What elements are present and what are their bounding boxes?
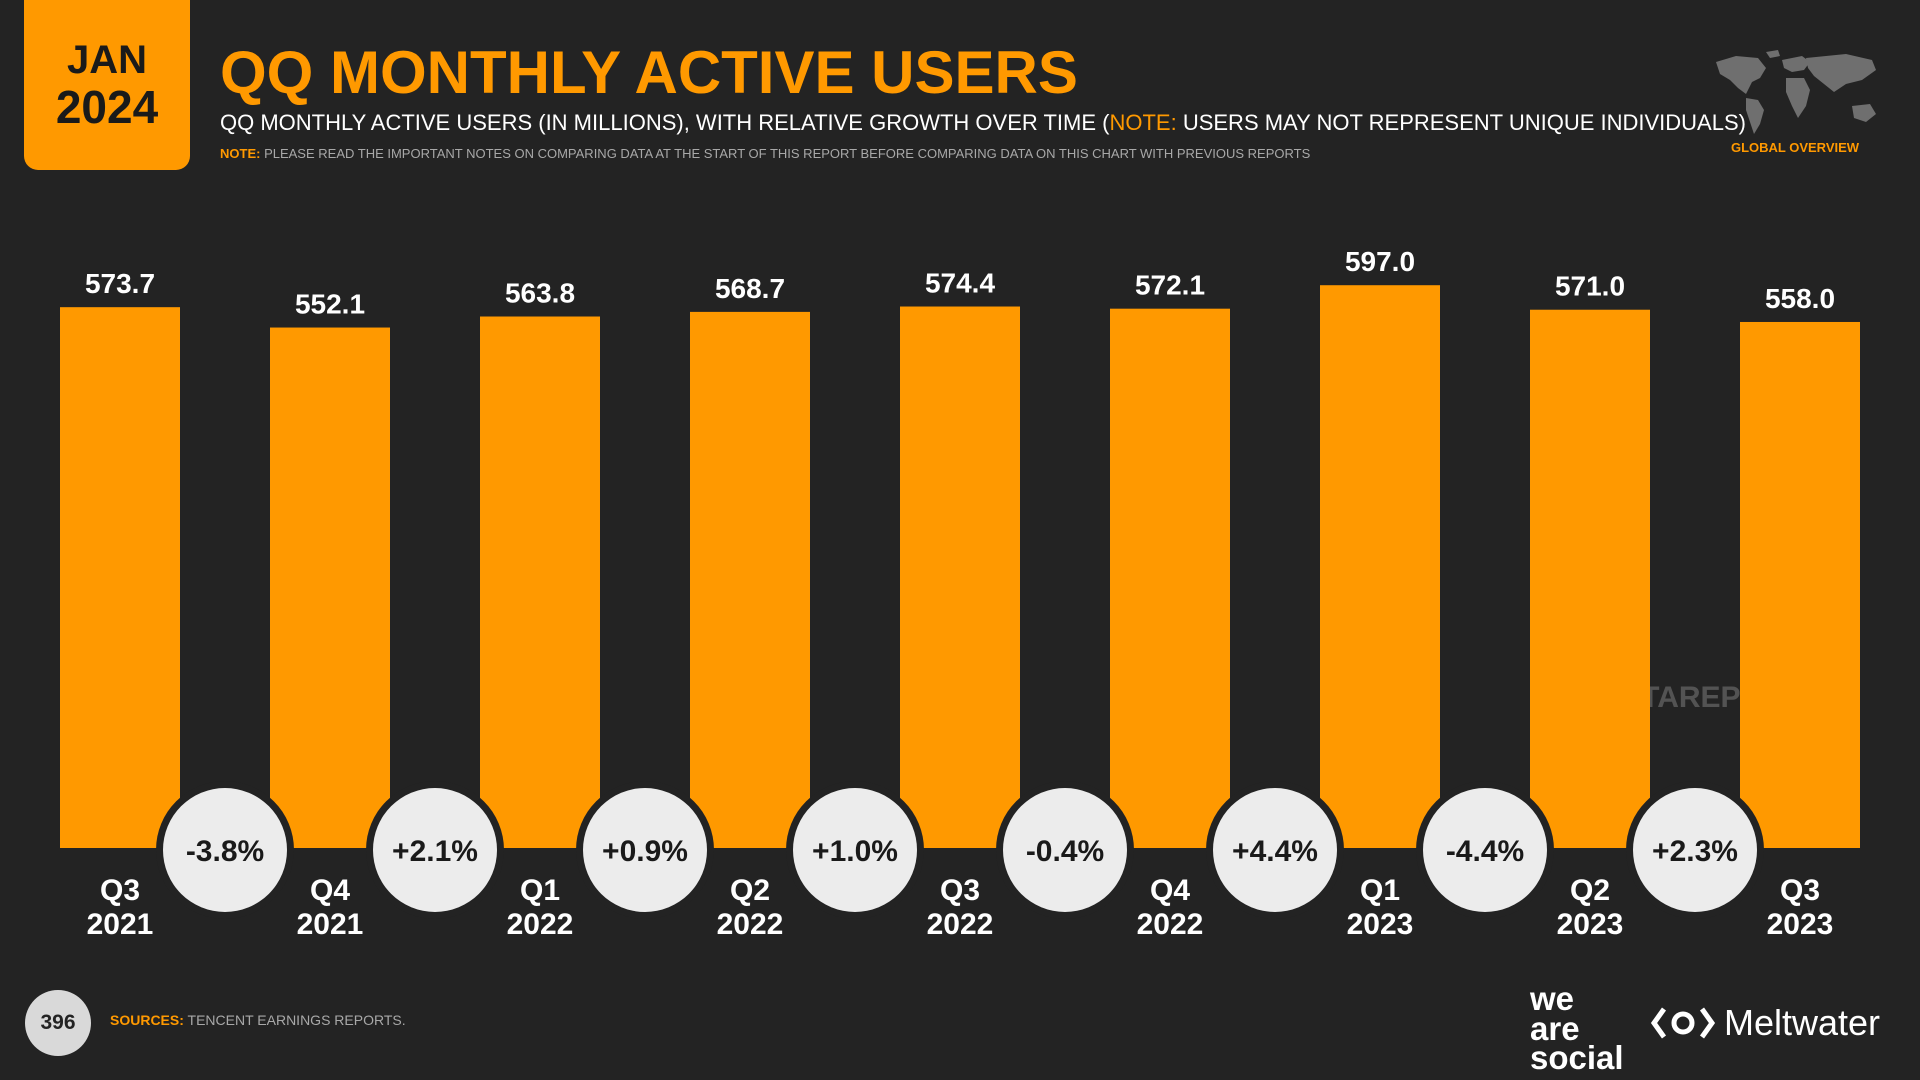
x-tick-label: 2022 (1137, 908, 1204, 941)
growth-bubble (1633, 788, 1757, 912)
growth-bubble (793, 788, 917, 912)
growth-label: +2.1% (392, 835, 478, 868)
bar (270, 327, 390, 848)
x-tick-label: 2022 (927, 908, 994, 941)
note-label: NOTE: (220, 146, 261, 161)
x-tick-label: Q3 (1780, 874, 1820, 907)
x-tick-label: 2021 (297, 908, 364, 941)
growth-bubble (373, 788, 497, 912)
subtitle-main: QQ MONTHLY ACTIVE USERS (IN MILLIONS), W… (220, 110, 1110, 135)
bar (480, 316, 600, 848)
sources: SOURCES: TENCENT EARNINGS REPORTS. (110, 1012, 406, 1028)
data-label: 597.0 (1345, 246, 1415, 277)
subtitle-note-text: USERS MAY NOT REPRESENT UNIQUE INDIVIDUA… (1176, 110, 1746, 135)
growth-bubble (1003, 788, 1127, 912)
data-label: 572.1 (1135, 270, 1205, 301)
brand-1-line1: we (1530, 980, 1575, 1017)
chart-subtitle: QQ MONTHLY ACTIVE USERS (IN MILLIONS), W… (220, 110, 1746, 136)
note-text: PLEASE READ THE IMPORTANT NOTES ON COMPA… (260, 146, 1311, 161)
data-label: 552.1 (295, 289, 365, 320)
x-tick-label: Q3 (100, 874, 140, 907)
comparison-note: NOTE: PLEASE READ THE IMPORTANT NOTES ON… (220, 146, 1310, 161)
x-tick-label: 2021 (87, 908, 154, 941)
section-label: GLOBAL OVERVIEW (1730, 140, 1860, 155)
bar (1530, 309, 1650, 849)
subtitle-note-label: NOTE: (1109, 110, 1177, 135)
meltwater-mark-icon (1650, 1007, 1716, 1039)
bar (900, 306, 1020, 848)
x-tick-label: 2023 (1557, 908, 1624, 941)
data-label: 571.0 (1555, 271, 1625, 302)
data-label: 568.7 (715, 273, 785, 304)
bar (1320, 285, 1440, 848)
growth-label: +0.9% (602, 835, 688, 868)
x-tick-label: 2023 (1347, 908, 1414, 941)
growth-bubble (583, 788, 707, 912)
sources-label: SOURCES: (110, 1012, 184, 1028)
bar (690, 311, 810, 849)
growth-label: -0.4% (1026, 835, 1104, 868)
world-map-icon (1716, 50, 1876, 134)
bar (60, 307, 180, 849)
we-are-social-logo: we are social (1530, 980, 1624, 1077)
x-tick-label: Q2 (1570, 874, 1610, 907)
x-tick-label: Q2 (730, 874, 770, 907)
x-tick-label: 2022 (507, 908, 574, 941)
x-tick-label: Q1 (520, 874, 560, 907)
x-tick-label: Q3 (940, 874, 980, 907)
sources-text: TENCENT EARNINGS REPORTS. (183, 1012, 406, 1028)
date-badge: JAN 2024 (24, 0, 190, 170)
data-label: 573.7 (85, 268, 155, 299)
bar (1740, 321, 1860, 848)
brand-1-line2: are (1530, 1009, 1580, 1047)
data-label: 558.0 (1765, 283, 1835, 314)
growth-label: -4.4% (1446, 835, 1524, 868)
growth-bubble (163, 788, 287, 912)
x-tick-label: 2022 (717, 908, 784, 941)
data-label: 574.4 (925, 268, 995, 299)
date-month: JAN (66, 38, 148, 82)
data-label: 563.8 (505, 278, 575, 309)
date-year: 2024 (55, 81, 159, 133)
page-title: QQ MONTHLY ACTIVE USERS (220, 39, 1078, 106)
brand-1-line3: social (1530, 1039, 1624, 1077)
growth-label: +1.0% (812, 835, 898, 868)
growth-label: -3.8% (186, 835, 264, 868)
page-number: 396 (25, 990, 91, 1056)
brand-2-text: Meltwater (1724, 1002, 1881, 1043)
x-tick-label: Q4 (1150, 874, 1190, 907)
x-tick-label: 2023 (1767, 908, 1834, 941)
growth-bubble (1423, 788, 1547, 912)
growth-bubble (1213, 788, 1337, 912)
growth-label: +2.3% (1652, 835, 1738, 868)
growth-label: +4.4% (1232, 835, 1318, 868)
meltwater-logo: Meltwater (1650, 1002, 1880, 1044)
bar (1110, 308, 1230, 848)
x-tick-label: Q1 (1360, 874, 1400, 907)
x-tick-label: Q4 (310, 874, 350, 907)
